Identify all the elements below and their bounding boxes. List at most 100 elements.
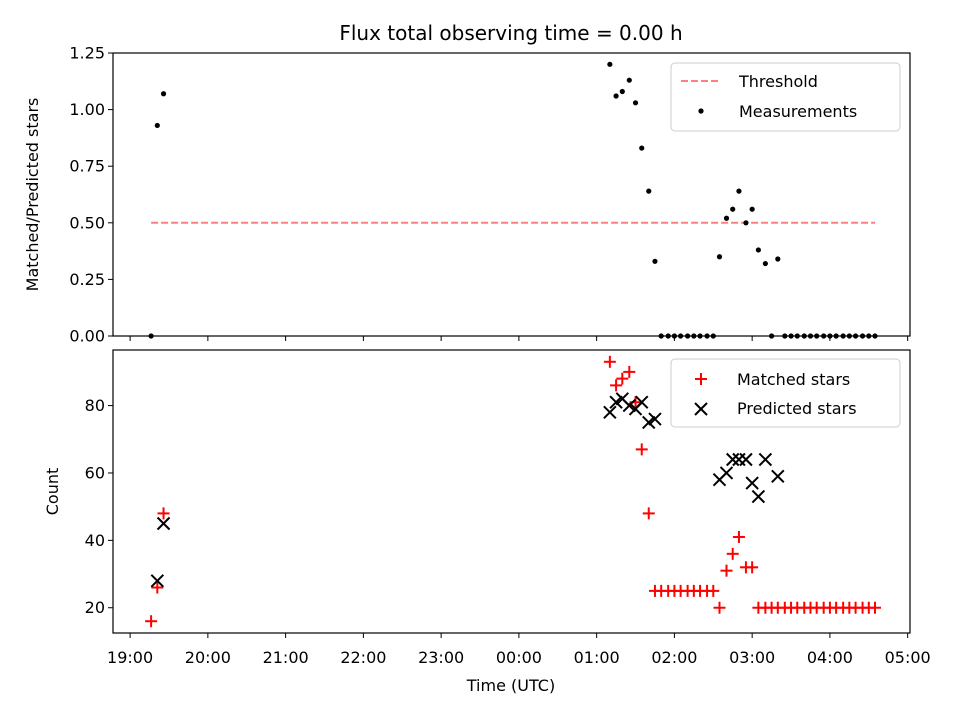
predicted-stars-point (622, 398, 637, 413)
y-tick-label: 0.50 (69, 213, 105, 232)
measurements-series (148, 61, 878, 339)
measurement-point (730, 206, 736, 212)
matched-stars-point (869, 601, 882, 614)
measurement-point (607, 61, 613, 67)
measurement-point (160, 91, 167, 97)
measurement-point (716, 254, 723, 260)
matched-stars-point (713, 601, 726, 614)
predicted-stars-point (642, 415, 656, 430)
matched-stars-point (623, 365, 636, 378)
bottom-marks (145, 355, 882, 628)
measurement-point (632, 100, 639, 106)
x-tick-label: 20:00 (185, 648, 231, 667)
top-plot-frame (112, 52, 911, 337)
measurement-point (154, 122, 160, 129)
x-tick-label: 04:00 (807, 648, 853, 667)
predicted-stars-point (758, 452, 773, 467)
y-tick-label: 1.00 (69, 100, 105, 119)
x-axis-label: Time (UTC) (466, 676, 555, 695)
matched-stars-series (145, 355, 882, 628)
x-tick-label: 23:00 (418, 648, 464, 667)
y-tick-label: 1.25 (69, 44, 105, 63)
measurement-point (639, 145, 645, 151)
matched-stars-point (642, 507, 655, 520)
predicted-stars-series (150, 392, 785, 588)
matched-stars-point (707, 584, 720, 597)
bottom-panel: 20 40 60 80 19:00 20:00 21:00 22:00 23:00 00:00 0… (43, 349, 931, 695)
measurement-point (762, 260, 768, 267)
matched-stars-legend-label: Matched stars (737, 370, 850, 389)
predicted-stars-legend-label: Predicted stars (737, 399, 857, 418)
y-tick-label: 60 (85, 463, 105, 482)
measurements-legend-swatch (698, 108, 704, 114)
predicted-stars-point (719, 466, 734, 480)
x-tick-label: 02:00 (651, 648, 697, 667)
predicted-stars-point (150, 574, 165, 588)
predicted-stars-point (635, 395, 649, 409)
bottom-plot-frame (112, 349, 911, 634)
bottom-y-axis-label: Count (43, 468, 62, 516)
measurement-point (749, 206, 755, 212)
bottom-legend: Matched stars Predicted stars (670, 358, 901, 428)
measurement-point (613, 93, 619, 99)
matched-stars-point (635, 443, 648, 456)
measurement-point (736, 188, 742, 194)
x-tick-label: 05:00 (885, 648, 931, 667)
predicted-stars-point (751, 489, 766, 504)
top-y-ticks: 0.00 0.25 0.50 0.75 1.00 1.25 (69, 44, 113, 346)
matched-stars-point (616, 372, 629, 385)
top-x-ticks (129, 336, 909, 341)
matched-stars-point (157, 507, 170, 520)
measurement-point (755, 247, 761, 253)
matched-stars-point (746, 561, 759, 574)
measurement-point (626, 77, 632, 83)
x-tick-label: 19:00 (107, 648, 153, 667)
bottom-y-ticks: 20 40 60 80 (85, 396, 113, 617)
measurement-point (775, 256, 781, 262)
matched-stars-point (145, 615, 158, 628)
top-y-axis-label: Matched/Predicted stars (23, 98, 42, 292)
measurement-point (619, 88, 625, 95)
predicted-stars-point (745, 476, 759, 490)
bottom-legend-box (670, 358, 901, 428)
predicted-stars-point (648, 412, 662, 426)
measurement-point (646, 188, 652, 194)
predicted-stars-point (609, 395, 623, 409)
x-tick-label: 22:00 (340, 648, 386, 667)
x-tick-label: 21:00 (263, 648, 309, 667)
y-tick-label: 20 (85, 598, 105, 617)
y-tick-label: 0.00 (69, 327, 105, 346)
predicted-stars-point (771, 469, 785, 484)
top-chart-title: Flux total observing time = 0.00 h (339, 21, 682, 45)
measurement-point (743, 220, 749, 226)
x-tick-label: 01:00 (574, 648, 620, 667)
threshold-legend-label: Threshold (738, 72, 818, 91)
x-tick-label: 00:00 (496, 648, 542, 667)
predicted-stars-point (603, 405, 617, 420)
top-legend: Threshold Measurements (670, 62, 901, 132)
predicted-stars-legend-swatch (694, 402, 708, 416)
matched-stars-point (610, 379, 623, 392)
predicted-stars-point (739, 452, 753, 467)
matched-stars-point (726, 547, 739, 560)
matched-stars-point (151, 581, 164, 594)
measurement-point (723, 215, 730, 221)
x-tick-label: 03:00 (729, 648, 775, 667)
matched-stars-legend-swatch (695, 373, 707, 385)
matched-stars-point (720, 564, 733, 577)
predicted-stars-point (156, 516, 171, 531)
y-tick-label: 80 (85, 396, 105, 415)
top-marks (148, 61, 878, 339)
predicted-stars-point (726, 452, 740, 467)
y-tick-label: 0.75 (69, 157, 105, 176)
matched-stars-point (603, 355, 616, 368)
bottom-x-ticks: 19:00 20:00 21:00 22:00 23:00 00:00 01:00 02:00… (107, 633, 931, 667)
top-legend-box (670, 62, 901, 132)
y-tick-label: 40 (85, 531, 105, 550)
matched-stars-point (732, 530, 745, 543)
measurement-point (652, 258, 658, 264)
y-tick-label: 0.25 (69, 270, 105, 289)
measurements-legend-label: Measurements (739, 102, 857, 121)
top-panel: 0.00 0.25 0.50 0.75 1.00 1.25 Matched/Predict… (23, 44, 911, 346)
